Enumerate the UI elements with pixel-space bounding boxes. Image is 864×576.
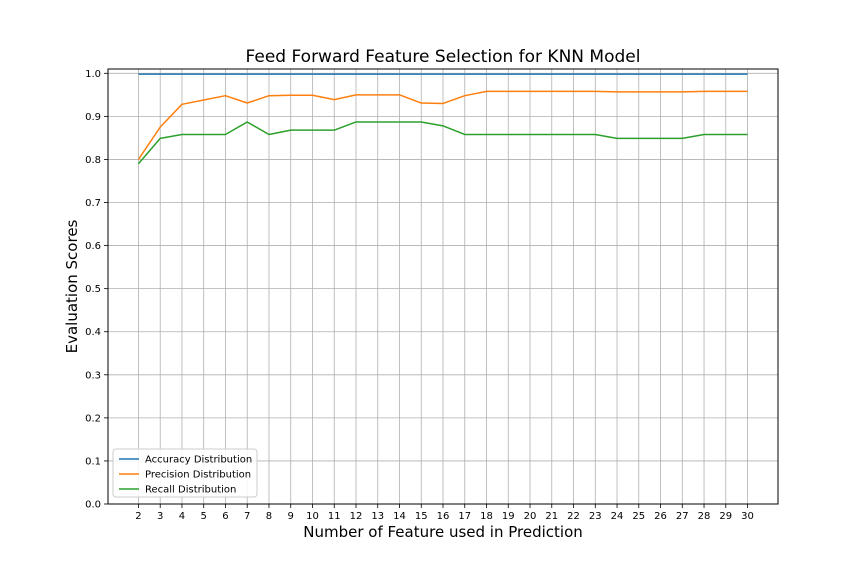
x-tick-label: 5 bbox=[201, 511, 207, 522]
x-tick-label: 8 bbox=[266, 511, 272, 522]
x-tick-label: 19 bbox=[502, 511, 515, 522]
legend-label: Precision Distribution bbox=[145, 470, 251, 481]
x-tick-label: 2 bbox=[135, 511, 141, 522]
chart-title: Feed Forward Feature Selection for KNN M… bbox=[246, 47, 641, 67]
y-tick-label: 0.7 bbox=[85, 198, 101, 209]
x-tick-label: 24 bbox=[611, 511, 624, 522]
x-tick-label: 18 bbox=[480, 511, 493, 522]
x-tick-label: 11 bbox=[328, 511, 341, 522]
y-tick-label: 0.8 bbox=[85, 155, 101, 166]
x-tick-label: 14 bbox=[393, 511, 406, 522]
x-tick-label: 15 bbox=[415, 511, 428, 522]
y-tick-label: 0.9 bbox=[85, 112, 101, 123]
x-tick-label: 17 bbox=[458, 511, 471, 522]
legend: Accuracy Distribution Precision Distribut… bbox=[112, 448, 258, 498]
y-axis-label: Evaluation Scores bbox=[63, 219, 81, 353]
series-lines bbox=[137, 73, 748, 165]
x-tick-label: 29 bbox=[719, 511, 732, 522]
legend-box bbox=[112, 448, 258, 498]
x-tick-label: 6 bbox=[222, 511, 228, 522]
y-tick-label: 0.3 bbox=[85, 370, 101, 381]
x-tick-label: 20 bbox=[524, 511, 537, 522]
x-tick-label: 13 bbox=[371, 511, 384, 522]
grid bbox=[108, 69, 778, 505]
x-tick-label: 12 bbox=[350, 511, 363, 522]
x-tick-label: 25 bbox=[632, 511, 645, 522]
x-tick-label: 27 bbox=[676, 511, 689, 522]
x-tick-label: 28 bbox=[698, 511, 711, 522]
x-tick-label: 30 bbox=[741, 511, 754, 522]
y-tick-label: 0.5 bbox=[85, 284, 101, 295]
x-tick-label: 23 bbox=[589, 511, 602, 522]
x-tick-label: 16 bbox=[437, 511, 450, 522]
x-tick-label: 10 bbox=[306, 511, 319, 522]
y-axis-ticks: 0.0 0.1 0.2 0.3 0.4 0.5 0.6 0.7 0.8 0.9 1.0 bbox=[85, 69, 108, 511]
series-line-precision-distribution bbox=[137, 90, 748, 160]
x-tick-label: 9 bbox=[288, 511, 294, 522]
y-tick-label: 0.0 bbox=[85, 500, 101, 511]
y-tick-label: 1.0 bbox=[85, 69, 101, 80]
x-tick-label: 22 bbox=[567, 511, 580, 522]
x-axis-ticks: 2 3 4 5 6 7 8 9 10 11 12 13 14 15 16 17 18 19 20 21 22 23 24 25… bbox=[135, 504, 754, 522]
x-tick-label: 26 bbox=[654, 511, 667, 522]
x-axis-label: Number of Feature used in Prediction bbox=[303, 523, 583, 541]
y-tick-label: 0.1 bbox=[85, 456, 101, 467]
y-tick-label: 0.6 bbox=[85, 241, 101, 252]
legend-label: Accuracy Distribution bbox=[145, 455, 252, 466]
series-line-recall-distribution bbox=[137, 121, 748, 165]
x-tick-label: 3 bbox=[157, 511, 163, 522]
x-tick-label: 21 bbox=[545, 511, 558, 522]
y-tick-label: 0.4 bbox=[85, 327, 101, 338]
legend-label: Recall Distribution bbox=[145, 485, 236, 496]
y-tick-label: 0.2 bbox=[85, 413, 101, 424]
x-tick-label: 4 bbox=[179, 511, 185, 522]
x-tick-label: 7 bbox=[244, 511, 250, 522]
